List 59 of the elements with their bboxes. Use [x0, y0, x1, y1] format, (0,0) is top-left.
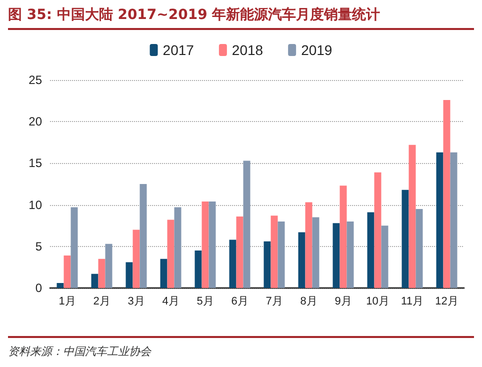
bar	[243, 160, 250, 288]
bar	[56, 283, 64, 288]
bar	[70, 207, 78, 288]
bar	[91, 274, 98, 288]
bar	[229, 240, 236, 288]
bar	[374, 172, 382, 288]
bar	[408, 144, 416, 288]
y-tick-label: 0	[35, 281, 42, 295]
bar	[126, 262, 133, 288]
y-tick-label: 10	[28, 198, 42, 212]
legend-label: 2018	[232, 42, 264, 58]
x-tick-label: 7月	[266, 296, 283, 308]
y-tick-label: 25	[28, 73, 42, 87]
bar	[346, 221, 354, 288]
bar	[436, 152, 444, 288]
x-tick-label: 3月	[128, 296, 145, 308]
x-tick-label: 10月	[366, 296, 390, 308]
bar	[443, 100, 450, 288]
bar	[340, 186, 347, 288]
bar	[312, 217, 320, 288]
x-tick-label: 2月	[93, 296, 110, 308]
legend-label: 2019	[301, 42, 332, 58]
bar	[381, 226, 388, 288]
legend-label: 2017	[162, 42, 194, 58]
bar	[305, 202, 312, 288]
bar	[402, 190, 409, 288]
bar	[278, 221, 285, 288]
bar	[194, 250, 202, 288]
bar	[174, 207, 182, 288]
y-tick-label: 15	[28, 156, 42, 170]
bar	[270, 216, 278, 288]
bar	[208, 201, 216, 288]
bar	[264, 241, 271, 288]
bar	[298, 232, 306, 288]
bar	[332, 223, 340, 288]
x-tick-label: 6月	[231, 296, 248, 308]
bar	[367, 212, 374, 288]
x-tick-label: 4月	[162, 296, 180, 308]
y-tick-label: 20	[28, 114, 42, 129]
bar	[160, 258, 168, 288]
x-tick-label: 11月	[401, 296, 424, 308]
y-tick-label: 5	[35, 239, 42, 254]
bar	[64, 256, 71, 288]
bar	[105, 244, 112, 288]
x-tick-label: 8月	[300, 296, 318, 308]
x-tick-label: 12月	[435, 296, 458, 308]
text: 资料来源：中国汽车工业协会	[8, 336, 474, 359]
bar	[132, 230, 140, 288]
bar	[236, 216, 244, 288]
bar	[140, 184, 147, 288]
bar	[202, 201, 209, 288]
x-tick-label: 5月	[196, 296, 214, 308]
x-tick-label: 1月	[58, 296, 76, 308]
chart-title: 图 35: 中国大陆 2017~2019 年新能源汽车月度销量统计	[8, 6, 474, 30]
x-tick-label: 9月	[334, 296, 352, 308]
bar	[416, 208, 423, 288]
bar	[167, 220, 174, 288]
bar	[98, 258, 106, 288]
bar	[450, 152, 458, 288]
